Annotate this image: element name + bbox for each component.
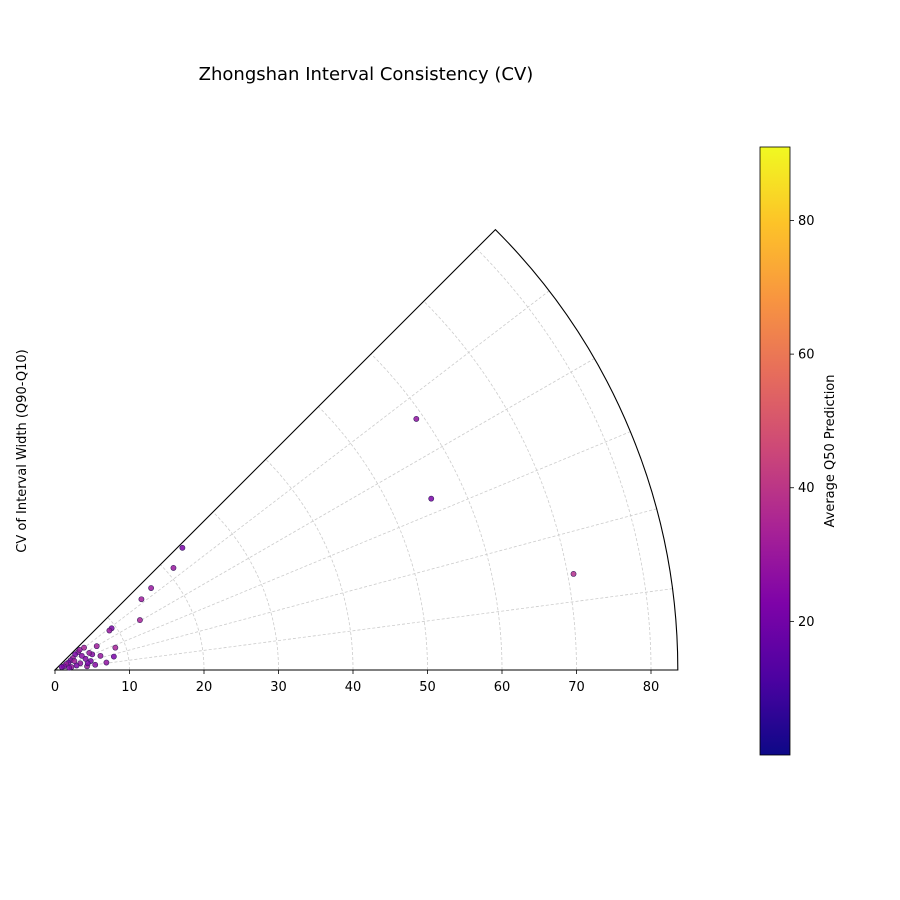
- data-point: [97, 652, 104, 659]
- data-point: [179, 544, 186, 551]
- r-tick-label: 80: [643, 680, 660, 695]
- grid-arc: [423, 300, 577, 671]
- data-point: [110, 653, 117, 660]
- grid-spoke: [54, 358, 595, 671]
- r-tick-label: 20: [196, 680, 213, 695]
- data-point: [93, 643, 100, 650]
- data-point: [137, 617, 143, 623]
- radial-tick-labels: 0 10 20 30 40 50 60 70 80: [51, 670, 659, 695]
- colorbar-ticks: 20 40 60 80: [790, 214, 815, 630]
- scatter-points: [58, 416, 577, 671]
- data-point: [76, 646, 83, 653]
- data-point: [73, 662, 80, 669]
- r-tick-label: 10: [121, 680, 138, 695]
- data-point: [570, 570, 577, 577]
- data-point: [92, 661, 99, 668]
- data-point: [81, 644, 87, 651]
- colorbar-tick-label: 40: [798, 481, 815, 496]
- grid-spoke: [54, 588, 673, 671]
- chart-title: Zhongshan Interval Consistency (CV): [199, 64, 534, 85]
- grid-arc: [318, 406, 428, 671]
- grid-arc: [476, 248, 652, 671]
- grid-arc: [212, 511, 279, 671]
- polar-grid: [54, 248, 673, 671]
- polar-frame: [53, 228, 679, 671]
- wedge-outline: [53, 228, 679, 671]
- r-tick-label: 30: [270, 680, 287, 695]
- data-point: [82, 655, 89, 662]
- colorbar-tick-label: 60: [798, 348, 815, 363]
- r-tick-label: 60: [494, 680, 511, 695]
- data-point: [138, 596, 145, 603]
- data-point: [428, 495, 435, 502]
- data-point: [66, 664, 73, 671]
- y-axis-label: CV of Interval Width (Q90-Q10): [15, 349, 30, 552]
- r-tick-label: 0: [51, 680, 59, 695]
- colorbar: [759, 146, 791, 756]
- grid-spoke: [54, 290, 550, 671]
- data-point: [106, 627, 113, 634]
- grid-spoke: [54, 508, 657, 671]
- data-point: [103, 659, 110, 666]
- grid-arc: [107, 617, 130, 671]
- data-point: [78, 652, 85, 659]
- data-point: [413, 416, 420, 422]
- data-point: [112, 644, 119, 651]
- grid-spoke: [54, 431, 631, 671]
- colorbar-label: Average Q50 Prediction: [823, 374, 838, 527]
- r-tick-label: 50: [419, 680, 436, 695]
- r-tick-label: 40: [345, 680, 362, 695]
- data-point: [71, 658, 78, 664]
- colorbar-tick-label: 20: [798, 615, 815, 630]
- data-point: [86, 649, 93, 656]
- data-point: [170, 565, 177, 571]
- data-point: [58, 664, 65, 670]
- data-point: [84, 660, 91, 667]
- r-tick-label: 70: [568, 680, 585, 695]
- data-point: [148, 585, 155, 591]
- colorbar-tick-label: 80: [798, 214, 815, 229]
